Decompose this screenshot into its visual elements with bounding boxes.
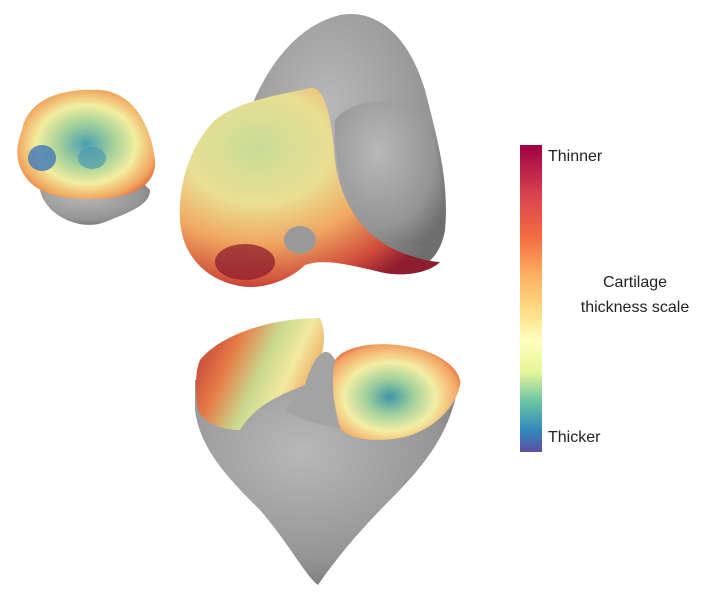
tibia — [195, 318, 460, 585]
scale-top-label: Thinner — [548, 148, 603, 165]
color-scale-bar — [520, 145, 542, 452]
figure: Thinner Thicker Cartilage thickness scal… — [0, 0, 711, 592]
scale-bottom-label: Thicker — [548, 429, 601, 446]
femur — [180, 14, 446, 287]
patella — [17, 90, 155, 225]
scale-title-line: thickness scale — [581, 299, 690, 316]
scale-title-line: Cartilage — [603, 274, 667, 291]
